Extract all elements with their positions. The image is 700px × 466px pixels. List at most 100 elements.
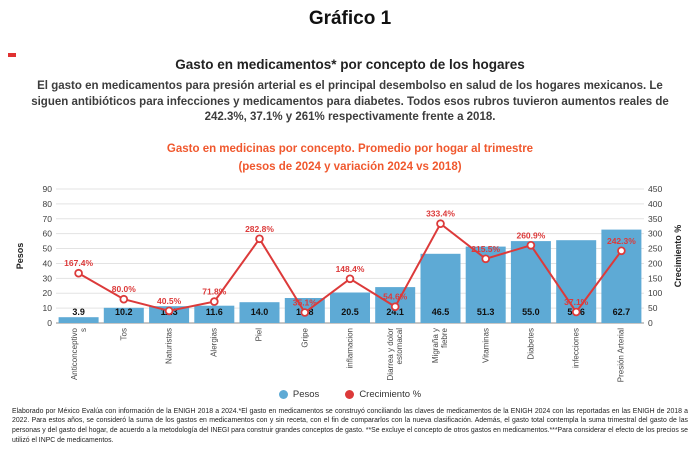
x-axis-category-label: inflamacion: [345, 327, 355, 368]
x-axis-category-slot: Diarrea y dolor estomacal: [373, 327, 418, 385]
line-value-label: 333.4%: [426, 208, 455, 218]
bar: [420, 253, 461, 323]
y-tick-label-left: 10: [43, 303, 53, 313]
bar: [58, 316, 99, 323]
y-tick-label-left: 60: [43, 228, 53, 238]
bar-value-label: 62.7: [613, 307, 631, 317]
bar-value-label: 11.6: [206, 307, 223, 317]
y-tick-label-right: 100: [648, 288, 662, 298]
red-dash-mark: [8, 53, 16, 57]
legend-item-pesos: Pesos: [278, 388, 320, 400]
line-value-label: 37.1%: [564, 297, 589, 307]
bar: [330, 292, 370, 323]
legend-label-pesos: Pesos: [292, 388, 320, 400]
legend-marker-pesos-icon: [278, 389, 288, 399]
line-marker: [617, 246, 626, 255]
x-axis-category-slot: Piel: [237, 327, 282, 385]
x-axis-category-slot: Anticonceptivos: [56, 327, 101, 385]
page-title: Gráfico 1: [308, 8, 392, 29]
y-tick-label-left: 50: [43, 243, 53, 253]
x-axis-category-slot: inflamacion: [327, 327, 372, 385]
line-value-label: 80.0%: [112, 284, 137, 294]
x-axis-category-slot: Tos: [101, 327, 146, 385]
y-tick-label-right: 0: [648, 318, 653, 328]
legend-label-crecimiento: Crecimiento %: [359, 388, 422, 400]
combo-chart: 0 10 20 30 40 50 60 70 80 90 0 50 100 150 200 250 300 350…: [43, 184, 663, 328]
x-axis-category-label: Piel: [254, 327, 264, 341]
y-tick-label-right: 350: [648, 213, 662, 223]
source-footnote: Elaborado por México Evalúa con informac…: [12, 407, 688, 444]
x-axis-category-label: infecciones: [571, 327, 581, 368]
y-tick-label-left: 30: [43, 273, 53, 283]
y-tick-label-right: 50: [648, 303, 658, 313]
x-axis-category-slot: Migraña y fiebre: [418, 327, 463, 385]
x-axis-category-label: Gripe: [300, 327, 310, 348]
x-axis-category-label: Diarrea y dolor estomacal: [386, 327, 405, 380]
bar-value-label: 46.5: [432, 307, 450, 317]
line-value-label: 35.1%: [293, 297, 318, 307]
x-axis-category-slot: Presión Arterial: [599, 327, 644, 385]
y-tick-label-left: 80: [43, 198, 53, 208]
x-axis-category-slot: infecciones: [554, 327, 599, 385]
bar-value-label: 24.1: [386, 307, 404, 317]
y-tick-label-right: 450: [648, 184, 662, 194]
chart-title-line2: (pesos de 2024 y variación 2024 vs 2018): [238, 160, 462, 173]
bar-value-label: 3.9: [72, 307, 85, 317]
chart-legend: Pesos Crecimiento %: [0, 389, 700, 400]
line-marker: [300, 307, 310, 317]
line-value-label: 282.8%: [245, 223, 274, 233]
y-tick-label-right: 150: [648, 273, 662, 283]
bar-value-label: 20.5: [341, 307, 359, 317]
y-axis-title-right: Crecimiento %: [673, 224, 683, 287]
bar-value-label: 51.3: [477, 307, 495, 317]
line-value-label: 71.8%: [202, 286, 227, 296]
bar-value-label: 14.0: [251, 307, 269, 317]
x-axis-category-label: Presión Arterial: [616, 327, 626, 382]
line-marker: [119, 294, 129, 303]
line-marker: [210, 296, 219, 306]
y-tick-label-right: 400: [648, 198, 662, 208]
line-marker: [345, 274, 355, 283]
x-axis-category-label: Anticonceptivos: [69, 327, 88, 380]
y-tick-label-left: 20: [43, 288, 53, 298]
line-marker: [255, 233, 264, 243]
line-marker: [164, 306, 174, 315]
line-value-label: 242.3%: [607, 235, 636, 245]
line-value-label: 167.4%: [64, 258, 93, 268]
y-tick-label-right: 250: [648, 243, 662, 253]
x-axis-category-slot: Alergias: [192, 327, 237, 385]
x-axis-category-label: Vitaminas: [481, 327, 491, 363]
bar: [239, 301, 280, 323]
bar: [601, 229, 642, 323]
bar: [103, 307, 144, 323]
line-value-label: 40.5%: [157, 295, 182, 305]
x-axis-category-label: Naturistas: [164, 327, 174, 364]
line-marker: [481, 254, 491, 263]
legend-item-crecimiento: Crecimiento %: [345, 389, 421, 400]
line-value-label: 148.4%: [336, 263, 365, 273]
y-tick-label-right: 300: [648, 228, 662, 238]
bar: [194, 305, 235, 323]
chart-area: Pesos Crecimiento % 0 10 20 30 40 50 60 70 80 90 0…: [14, 183, 686, 385]
y-tick-label-left: 40: [43, 258, 53, 268]
y-tick-label-right: 200: [648, 258, 662, 268]
chart-description: El gasto en medicamentos para presión ar…: [31, 80, 669, 124]
x-axis-category-label: Alergias: [209, 327, 219, 357]
y-tick-label-left: 70: [43, 213, 53, 223]
x-axis-category-slot: Gripe: [282, 327, 327, 385]
x-axis-category-label: Tos: [119, 327, 129, 340]
bar-value-label: 10.2: [115, 307, 133, 317]
chart-title: Gasto en medicinas por concepto. Promedi…: [0, 141, 700, 177]
chart-subtitle: Gasto en medicamentos* por concepto de l…: [175, 57, 525, 72]
x-axis-category-slot: Diabetes: [508, 327, 553, 385]
line-value-label: 54.6%: [383, 291, 408, 301]
line-marker: [74, 268, 83, 277]
x-axis-category-label: Diabetes: [526, 327, 536, 360]
line-marker: [436, 218, 445, 228]
chart-title-line1: Gasto en medicinas por concepto. Promedi…: [166, 142, 534, 155]
line-marker: [526, 240, 536, 250]
bar-value-label: 55.0: [522, 307, 540, 317]
line-marker: [571, 307, 581, 316]
line-value-label: 215.5%: [471, 243, 500, 253]
line-marker: [390, 301, 400, 311]
